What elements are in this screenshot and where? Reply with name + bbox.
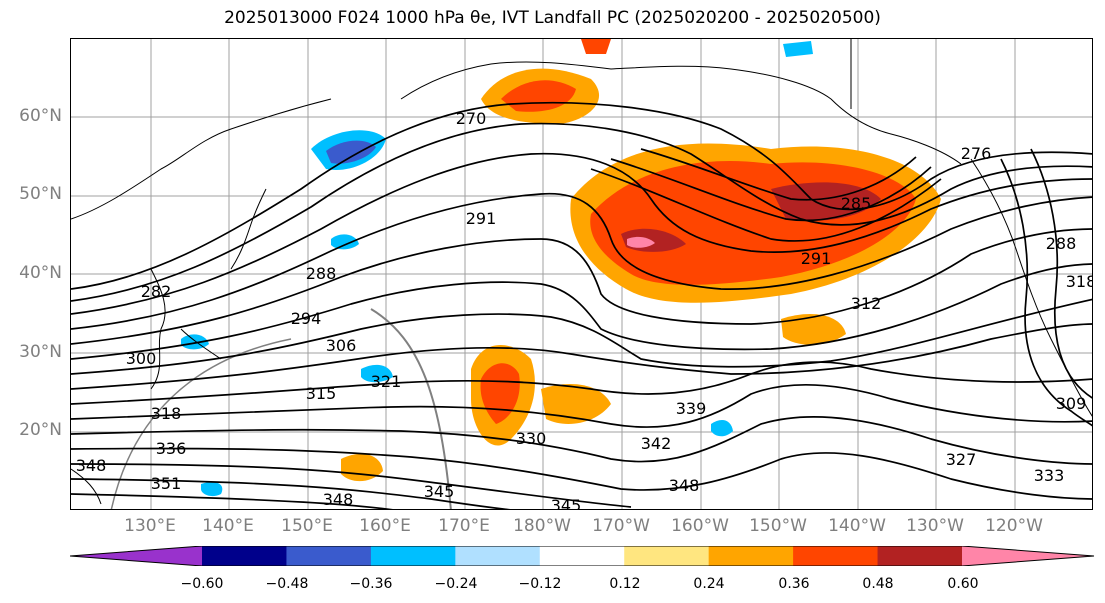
contour-label: 291 bbox=[801, 249, 832, 268]
contour-label-group: 270 276 282 285 288 291 291 294 300 306 … bbox=[76, 109, 1093, 510]
colorbar-bin bbox=[70, 546, 202, 566]
colorbar-bin bbox=[708, 546, 794, 566]
colorbar-bin bbox=[962, 546, 1094, 566]
contour-label: 309 bbox=[1056, 394, 1087, 413]
lon-label-160e: 160°E bbox=[359, 516, 411, 536]
contour-label: 288 bbox=[1046, 234, 1077, 253]
colorbar-bin bbox=[455, 546, 541, 566]
colorbar-tick: 0.48 bbox=[862, 576, 894, 592]
contour-label: 330 bbox=[516, 429, 547, 448]
contour-label: 348 bbox=[669, 476, 700, 495]
contour-label: 300 bbox=[126, 349, 157, 368]
lon-label-150e: 150°E bbox=[281, 516, 333, 536]
contour-label: 291 bbox=[466, 209, 497, 228]
contour-label: 342 bbox=[641, 434, 672, 453]
contour-label: 318 bbox=[1066, 272, 1093, 291]
colorbar-tick: −0.24 bbox=[434, 576, 478, 592]
lat-label-60n: 60°N bbox=[19, 106, 62, 126]
contour-label: 345 bbox=[551, 496, 582, 510]
lat-label-30n: 30°N bbox=[19, 342, 62, 362]
colorbar-tick: 0.12 bbox=[609, 576, 641, 592]
coastlines bbox=[71, 39, 1092, 505]
colorbar-bin bbox=[202, 546, 287, 566]
contour-label: 288 bbox=[306, 264, 337, 283]
theta-e-contours bbox=[71, 101, 1092, 509]
contour-label: 321 bbox=[371, 372, 402, 391]
positive-shading bbox=[341, 39, 941, 482]
contour-label: 351 bbox=[151, 474, 182, 493]
colorbar-tick: 0.36 bbox=[778, 576, 810, 592]
lon-label-170w: 170°W bbox=[592, 516, 650, 536]
contour-label: 348 bbox=[323, 490, 354, 509]
colorbar-tick: −0.12 bbox=[518, 576, 562, 592]
colorbar-bin bbox=[624, 546, 710, 566]
colorbar-bin bbox=[370, 546, 456, 566]
colorbar-tick: −0.60 bbox=[180, 576, 224, 592]
contour-label: 294 bbox=[291, 309, 322, 328]
colorbar-tick: −0.36 bbox=[349, 576, 393, 592]
contour-label: 315 bbox=[306, 384, 337, 403]
lon-label-140e: 140°E bbox=[202, 516, 254, 536]
contour-label: 270 bbox=[456, 109, 487, 128]
contour-label: 285 bbox=[841, 194, 872, 213]
lon-label-180w: 180°W bbox=[513, 516, 571, 536]
colorbar-bin bbox=[539, 546, 625, 566]
lon-label-130w: 130°W bbox=[906, 516, 964, 536]
contour-label: 306 bbox=[326, 336, 357, 355]
lon-label-130e: 130°E bbox=[124, 516, 176, 536]
contour-label: 333 bbox=[1034, 466, 1065, 485]
contour-label: 276 bbox=[961, 144, 992, 163]
colorbar-bin bbox=[793, 546, 879, 566]
contour-label: 339 bbox=[676, 399, 707, 418]
colorbar-tick: 0.24 bbox=[693, 576, 725, 592]
colorbar-tick: −0.48 bbox=[265, 576, 309, 592]
lon-label-140w: 140°W bbox=[828, 516, 886, 536]
lon-label-160w: 160°W bbox=[671, 516, 729, 536]
contour-label: 282 bbox=[141, 282, 172, 301]
contour-label: 345 bbox=[424, 482, 455, 501]
colorbar bbox=[70, 546, 1095, 566]
lon-label-170e: 170°E bbox=[438, 516, 490, 536]
colorbar-bin bbox=[286, 546, 372, 566]
chart-title: 2025013000 F024 1000 hPa θe, IVT Landfal… bbox=[224, 8, 881, 28]
contour-label: 318 bbox=[151, 404, 182, 423]
lat-label-20n: 20°N bbox=[19, 420, 62, 440]
colorbar-bin bbox=[877, 546, 963, 566]
contour-label: 348 bbox=[76, 456, 107, 475]
map-panel: 270 276 282 285 288 291 291 294 300 306 … bbox=[70, 38, 1093, 510]
contour-label: 327 bbox=[946, 450, 977, 469]
colorbar-tick: 0.60 bbox=[947, 576, 979, 592]
lon-label-120w: 120°W bbox=[985, 516, 1043, 536]
lon-label-150w: 150°W bbox=[749, 516, 807, 536]
contour-label: 312 bbox=[851, 294, 882, 313]
lat-label-50n: 50°N bbox=[19, 184, 62, 204]
map-canvas: 270 276 282 285 288 291 291 294 300 306 … bbox=[71, 39, 1093, 510]
lat-label-40n: 40°N bbox=[19, 263, 62, 283]
contour-label: 336 bbox=[156, 439, 187, 458]
gray-arc bbox=[370, 308, 452, 509]
